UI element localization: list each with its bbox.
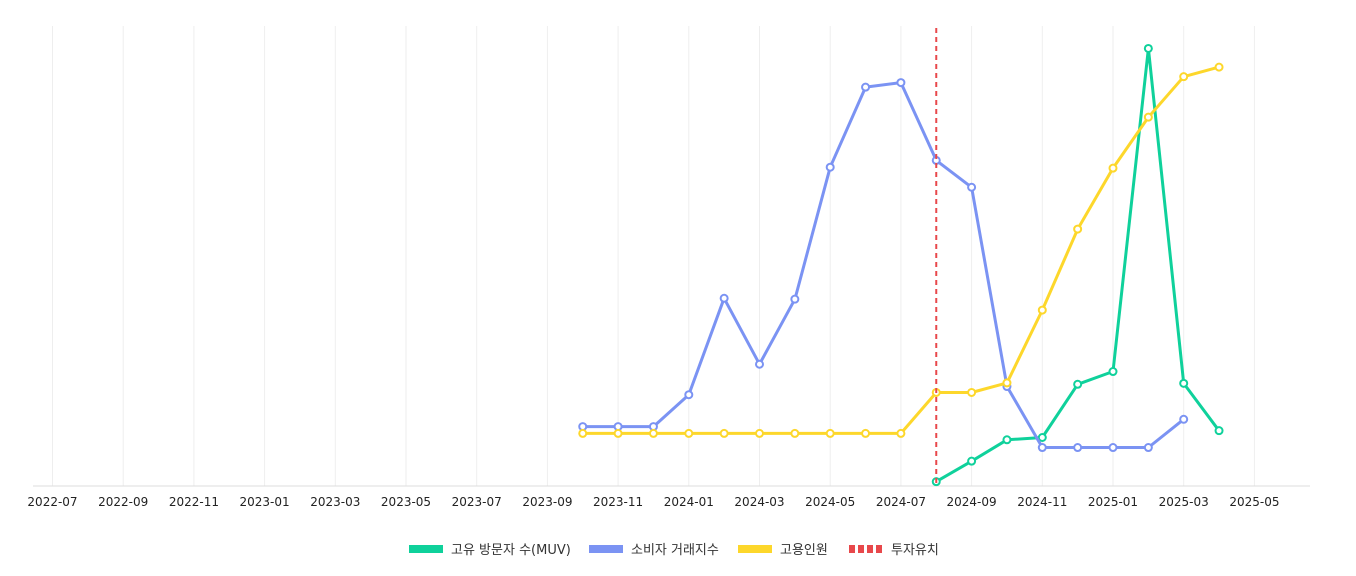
x-tick-label: 2025-03 (1159, 495, 1209, 509)
x-tick-label: 2024-11 (1017, 495, 1067, 509)
x-tick-label: 2024-03 (734, 495, 784, 509)
data-point[interactable] (896, 78, 906, 88)
data-point[interactable] (861, 428, 871, 438)
data-point[interactable] (1037, 305, 1047, 315)
series-line (581, 81, 1186, 449)
data-point[interactable] (1073, 379, 1083, 389)
data-point[interactable] (861, 82, 871, 92)
x-axis-ticks: 2022-07 2022-09 2022-11 2023-01 2023-03 2023-… (27, 495, 1279, 509)
x-tick-label: 2023-03 (310, 495, 360, 509)
data-point[interactable] (1143, 43, 1153, 53)
legend-swatch (589, 545, 623, 553)
legend-swatch (867, 545, 873, 553)
series-group (578, 78, 1189, 453)
x-tick-label: 2022-07 (27, 495, 77, 509)
data-point[interactable] (719, 428, 729, 438)
data-point[interactable] (1214, 426, 1224, 436)
data-point[interactable] (1073, 224, 1083, 234)
x-tick-label: 2022-11 (169, 495, 219, 509)
legend-swatch (849, 545, 855, 553)
series-line (934, 47, 1221, 484)
data-point[interactable] (790, 294, 800, 304)
x-tick-label: 2024-07 (876, 495, 926, 509)
data-point[interactable] (1037, 443, 1047, 453)
data-point[interactable] (1143, 112, 1153, 122)
data-point[interactable] (790, 428, 800, 438)
data-point[interactable] (1002, 378, 1012, 388)
data-point[interactable] (1214, 62, 1224, 72)
gridlines (52, 26, 1255, 486)
data-point[interactable] (1108, 163, 1118, 173)
data-point[interactable] (578, 428, 588, 438)
legend-swatch (738, 545, 772, 553)
data-point[interactable] (1143, 443, 1153, 453)
x-tick-label: 2024-01 (664, 495, 714, 509)
data-point[interactable] (825, 428, 835, 438)
data-point[interactable] (825, 162, 835, 172)
data-point[interactable] (755, 359, 764, 369)
data-point[interactable] (648, 428, 658, 438)
data-point[interactable] (719, 293, 729, 303)
data-point[interactable] (1179, 378, 1189, 388)
data-point[interactable] (1108, 367, 1118, 377)
data-point[interactable] (896, 428, 906, 438)
legend-item[interactable]: 투자유치 (849, 543, 939, 558)
data-point[interactable] (967, 387, 977, 397)
x-tick-label: 2025-01 (1088, 495, 1138, 509)
x-tick-label: 2023-01 (240, 495, 290, 509)
data-point[interactable] (613, 428, 623, 438)
legend-label: 고유 방문자 수(MUV) (451, 543, 571, 558)
data-point[interactable] (1037, 433, 1047, 442)
data-point[interactable] (967, 456, 977, 466)
data-point[interactable] (1179, 414, 1189, 424)
legend-item[interactable]: 소비자 거래지수 (589, 543, 719, 558)
legend-item[interactable]: 고유 방문자 수(MUV) (409, 543, 571, 558)
x-tick-label: 2023-07 (452, 495, 502, 509)
x-tick-label: 2023-09 (522, 495, 572, 509)
data-point[interactable] (1179, 72, 1189, 82)
legend-swatch (858, 545, 864, 553)
legend-swatch (409, 545, 443, 553)
data-point[interactable] (1108, 443, 1118, 453)
legend-item[interactable]: 고용인원 (738, 543, 828, 558)
data-point[interactable] (1073, 443, 1083, 453)
legend-label: 고용인원 (780, 543, 828, 558)
x-tick-label: 2024-09 (947, 495, 997, 509)
series-lines (578, 43, 1224, 487)
x-tick-label: 2025-05 (1229, 495, 1279, 509)
x-tick-label: 2022-09 (98, 495, 148, 509)
data-point[interactable] (684, 390, 694, 400)
legend-label: 투자유치 (891, 543, 939, 558)
data-point[interactable] (967, 182, 977, 192)
data-point[interactable] (755, 428, 764, 438)
series-group (578, 62, 1224, 438)
series-group (931, 43, 1224, 487)
x-tick-label: 2024-05 (805, 495, 855, 509)
x-tick-label: 2023-05 (381, 495, 431, 509)
data-point[interactable] (684, 428, 694, 438)
data-point[interactable] (1002, 435, 1012, 445)
legend-swatch (876, 545, 882, 553)
legend-label: 소비자 거래지수 (631, 543, 719, 558)
x-tick-label: 2023-11 (593, 495, 643, 509)
legend: 고유 방문자 수(MUV) 소비자 거래지수 고용인원 투자유치 (409, 543, 939, 558)
